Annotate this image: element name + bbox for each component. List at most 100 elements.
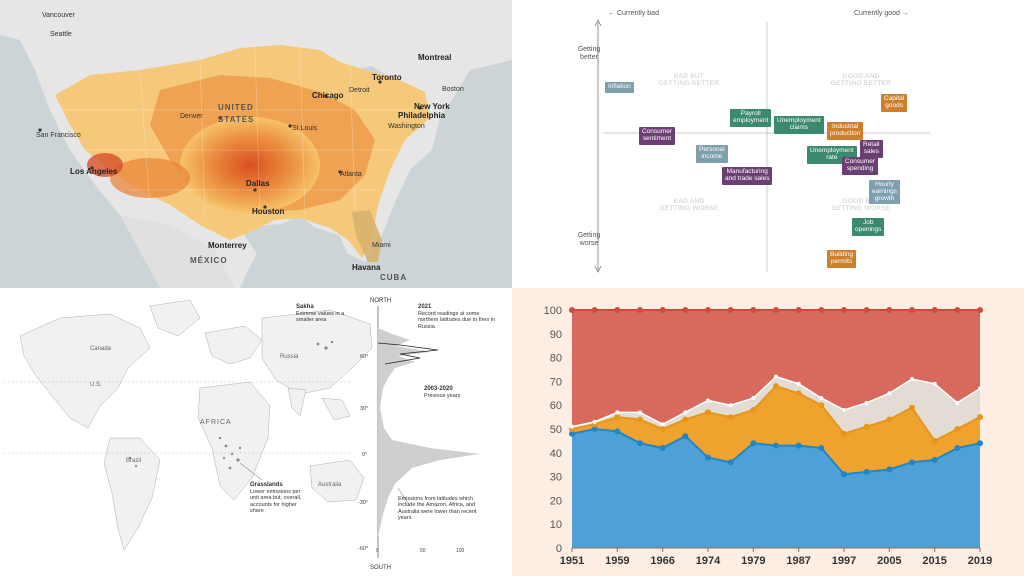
us-map-svg: Vancouver Seattle Montreal Toronto Bosto… [0, 0, 512, 288]
point-series-1 [818, 402, 825, 409]
point-series-1 [909, 404, 915, 411]
indicator-consumer-sentiment: Consumer sentiment [639, 127, 675, 145]
point-series-0 [863, 468, 870, 475]
point-series-3 [727, 307, 734, 313]
city-monterrey: Monterrey [208, 241, 247, 250]
y-tick-label: 70 [550, 376, 562, 388]
city-st-louis: St Louis [292, 125, 318, 132]
zone-good-getting-better: GOOD AND GETTING BETTER [816, 73, 906, 88]
axis-getting-worse: Getting worse [574, 232, 604, 247]
emissions-leader [397, 487, 411, 507]
x-tick-0: 0 [376, 548, 379, 554]
label-l2: income [701, 152, 723, 160]
city-dots [38, 80, 422, 209]
point-series-3 [682, 307, 689, 313]
point-series-0 [977, 440, 983, 447]
greenland [149, 299, 201, 337]
point-series-0 [818, 445, 825, 452]
city-houston: Houston [252, 207, 285, 216]
x-tick-label: 1997 [832, 555, 856, 567]
label-l2: employment [733, 116, 769, 124]
lat-tick-60: 60° [360, 354, 368, 360]
label-l2: earnings [872, 187, 897, 195]
note-2021-title: 2021 [418, 304, 432, 310]
indicator-job-openings: Job openings [852, 218, 885, 236]
point-series-2 [864, 400, 869, 405]
x-tick-label: 2005 [877, 555, 901, 567]
point-series-2 [706, 398, 710, 403]
point-series-0 [795, 442, 802, 449]
note-prev-body: Previous years [424, 392, 461, 399]
label-l1: Inflation [608, 83, 631, 90]
x-tick-label: 1951 [560, 555, 584, 567]
indicator-consumer-spending: Consumer spending [842, 157, 878, 175]
indicator-capital-goods: Capital goods [881, 94, 908, 112]
world-emissions-map: NORTH SOUTH 60° 30° 0° -30° -60° 0 50 10… [0, 288, 512, 576]
europe [204, 325, 263, 365]
point-series-3 [750, 307, 757, 313]
city-montreal: Montreal [418, 53, 451, 62]
country-us-line1: UNITED [218, 103, 254, 112]
point-series-3 [909, 307, 915, 313]
note-prev-title: 2003-2020 [424, 386, 453, 392]
note-previous-years: 2003-2020 Previous years [424, 386, 480, 399]
point-series-0 [773, 442, 779, 449]
point-series-3 [818, 307, 825, 313]
region-australia: Australia [318, 482, 342, 488]
point-series-2 [978, 386, 982, 391]
point-series-3 [954, 307, 961, 313]
city-toronto: Toronto [372, 73, 402, 82]
country-us-line2: STATES [218, 115, 254, 124]
axis-currently-good: Currently good → [854, 10, 909, 17]
point-series-2 [751, 396, 756, 401]
region-africa: AFRICA [200, 419, 232, 426]
axis-getting-worse-l1: Getting [577, 232, 601, 239]
y-tick-label: 100 [544, 305, 562, 317]
label-north: NORTH [370, 298, 391, 304]
x-tick-label: 2015 [922, 555, 946, 567]
north-america [19, 313, 151, 429]
zone-bad-getting-worse: BAD AND GETTING WORSE [644, 198, 734, 213]
point-series-3 [659, 307, 666, 313]
point-series-0 [569, 430, 575, 437]
city-san-francisco: San Francisco [36, 132, 81, 139]
point-series-3 [795, 307, 802, 313]
point-series-0 [931, 456, 938, 463]
note-sakha-body: Extreme values in a smaller area [296, 310, 345, 324]
city-seattle: Seattle [50, 31, 72, 38]
point-series-1 [727, 414, 734, 421]
city-new-york: New York [414, 102, 450, 111]
y-tick-label: 80 [550, 353, 562, 365]
zone-bad-getting-better: BAD BUT GETTING BETTER [644, 73, 734, 88]
point-series-3 [841, 307, 847, 313]
y-tick-label: 90 [550, 329, 562, 341]
point-series-0 [727, 459, 734, 466]
region-brazil: Brazil [126, 458, 141, 464]
city-dallas: Dallas [246, 179, 270, 188]
label-l1: Retail [863, 141, 880, 148]
asia [261, 309, 373, 395]
point-series-2 [615, 410, 620, 415]
point-series-2 [683, 410, 688, 415]
note-sakha-title: Sakha [296, 304, 314, 310]
note-grasslands-title: Grasslands [250, 482, 283, 488]
point-series-1 [637, 416, 643, 423]
city-boston: Boston [442, 86, 464, 93]
label-l2: goods [885, 101, 903, 109]
emission-dots [128, 340, 334, 470]
country-mexico: MÉXICO [190, 256, 228, 265]
point-series-3 [977, 307, 983, 313]
economy-quadrant-chart: ← Currently bad Currently good → Getting… [512, 0, 1024, 288]
point-series-0 [750, 440, 757, 447]
y-tick-label: 20 [550, 495, 562, 507]
label-l2: sales [863, 147, 879, 155]
city-denver: Denver [180, 113, 203, 120]
point-series-0 [614, 428, 621, 435]
indicator-retail-sales: Retail sales [860, 140, 883, 158]
label-l2: sentiment [642, 134, 672, 142]
indicator-manufacturing-trade-sales: Manufacturing and trade sales [722, 167, 773, 185]
point-series-3 [863, 307, 870, 313]
world-map-svg: NORTH SOUTH 60° 30° 0° -30° -60° 0 50 10… [4, 298, 480, 571]
india [287, 387, 307, 417]
x-tick-label: 1974 [696, 555, 721, 567]
